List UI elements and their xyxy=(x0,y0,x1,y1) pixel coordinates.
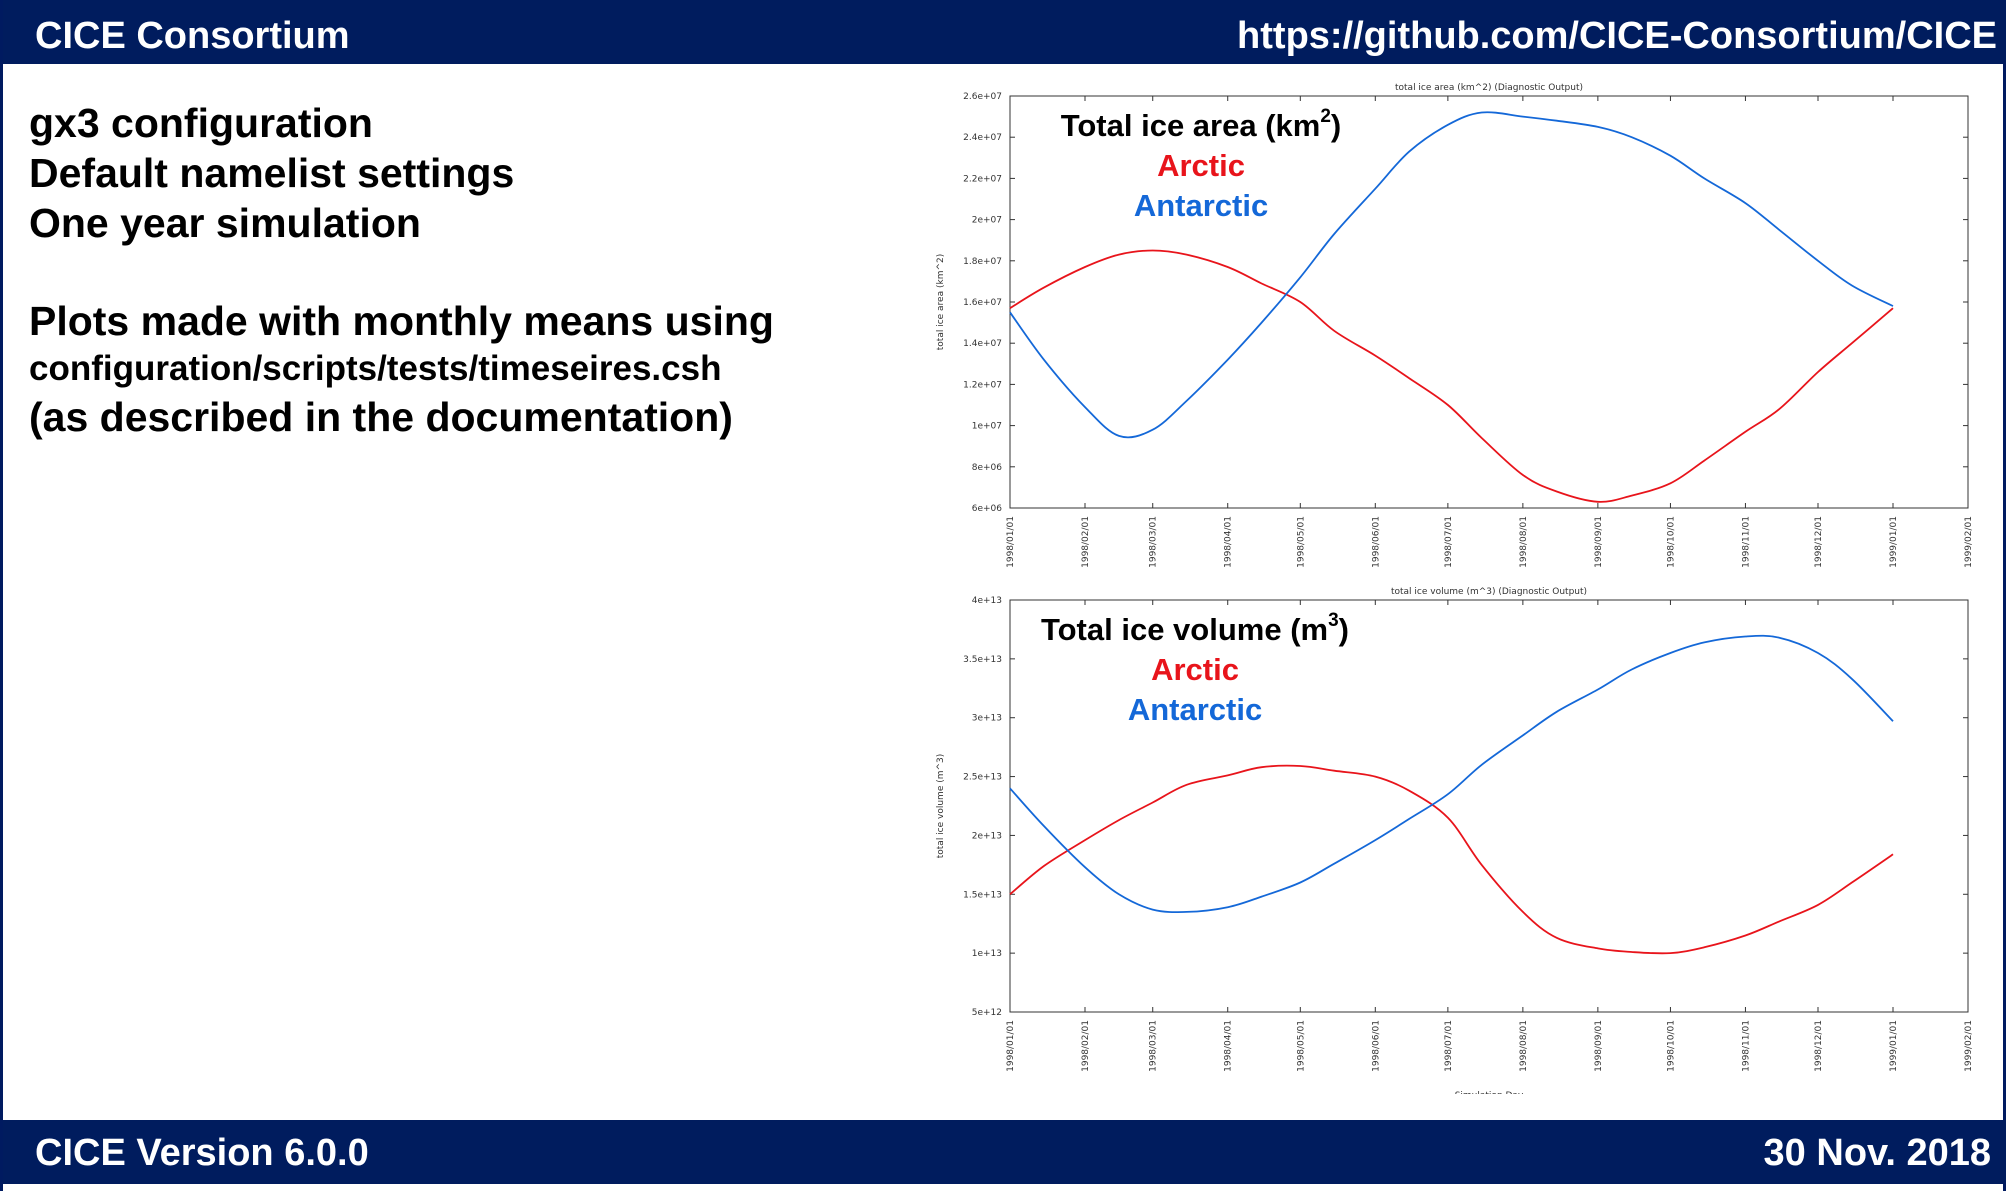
ice-volume-chart-svg: total ice volume (m^3) (Diagnostic Outpu… xyxy=(936,587,1973,1094)
area-chart-ytick-label: 1.8e+07 xyxy=(963,257,1002,267)
volume-chart-series-arctic-line xyxy=(1009,764,1894,955)
volume-chart-xtick-label: 1999/02/01 xyxy=(1964,1020,1973,1072)
volume-chart-xtick-label: 1998/05/01 xyxy=(1296,1020,1306,1072)
volume-legend-overlay: Total ice volume (m3) Arctic Antarctic xyxy=(1025,610,1365,728)
volume-overlay-title-sup: 3 xyxy=(1328,610,1339,631)
area-overlay-title-text: Total ice area (km xyxy=(1060,108,1321,143)
area-chart-xtick-label: 1998/03/01 xyxy=(1149,516,1159,567)
area-chart-ylabel: total ice area (km^2) xyxy=(936,254,946,351)
area-chart-xtick-label: 1998/07/01 xyxy=(1444,516,1454,567)
volume-chart-xtick-label: 1998/10/01 xyxy=(1666,1020,1676,1072)
area-chart-xtick-label: 1999/02/01 xyxy=(1964,516,1973,567)
area-chart-series-antarctic-line xyxy=(1009,111,1894,439)
area-chart-xtick-label: 1998/11/01 xyxy=(1741,516,1751,567)
volume-chart-xtick-label: 1999/01/01 xyxy=(1889,1020,1899,1072)
area-chart-xtick-label: 1998/05/01 xyxy=(1296,516,1306,567)
volume-chart-frame xyxy=(1009,599,1969,1013)
area-chart-ytick-label: 1e+07 xyxy=(972,422,1002,432)
volume-chart-ytick-label: 3e+13 xyxy=(972,714,1002,724)
volume-chart-ytick-label: 5e+12 xyxy=(972,1008,1002,1018)
volume-chart-xtick-label: 1998/04/01 xyxy=(1224,1020,1234,1072)
text-line-simulation: One year simulation xyxy=(29,200,421,246)
text-line-namelist: Default namelist settings xyxy=(29,150,515,196)
header-title: CICE Consortium xyxy=(35,15,350,57)
header-url[interactable]: https://github.com/CICE-Consortium/CICE xyxy=(1237,15,1997,57)
volume-chart-xtick-label: 1998/11/01 xyxy=(1741,1020,1751,1072)
area-chart-xtick-label: 1998/08/01 xyxy=(1519,516,1529,567)
volume-chart-xtick-label: 1998/07/01 xyxy=(1444,1020,1454,1072)
description-text: gx3 configuration Default namelist setti… xyxy=(29,98,774,442)
area-chart-xtick-label: 1998/02/01 xyxy=(1081,516,1091,567)
text-line-plots: Plots made with monthly means using xyxy=(29,298,774,344)
volume-overlay-arctic: Arctic xyxy=(1151,652,1239,687)
area-chart-xtick-label: 1998/04/01 xyxy=(1224,516,1234,567)
volume-overlay-title-text: Total ice volume (m xyxy=(1040,612,1329,647)
volume-chart-series-antarctic-line xyxy=(1009,634,1894,914)
area-chart-xtick-label: 1998/06/01 xyxy=(1371,516,1381,567)
footer-bar: CICE Version 6.0.0 30 Nov. 2018 xyxy=(3,1120,2006,1184)
area-chart-ytick-label: 1.6e+07 xyxy=(963,298,1002,308)
area-chart-ytick-label: 1.2e+07 xyxy=(963,380,1002,390)
volume-chart-xtick-label: 1998/01/01 xyxy=(1006,1020,1016,1072)
volume-chart-title: total ice volume (m^3) (Diagnostic Outpu… xyxy=(1391,587,1587,597)
area-overlay-title-sup: 2 xyxy=(1320,106,1331,127)
area-legend-overlay: Total ice area (km2) Arctic Antarctic xyxy=(1041,106,1361,224)
area-overlay-title: Total ice area (km2) xyxy=(1060,106,1342,143)
area-overlay-arctic: Arctic xyxy=(1157,148,1245,183)
volume-chart-xtick-label: 1998/08/01 xyxy=(1519,1020,1529,1072)
area-chart-ytick-label: 2e+07 xyxy=(972,216,1002,226)
footer-version: CICE Version 6.0.0 xyxy=(35,1132,369,1174)
area-chart-title: total ice area (km^2) (Diagnostic Output… xyxy=(1395,83,1583,93)
footer-date: 30 Nov. 2018 xyxy=(1763,1132,1991,1174)
area-chart-xtick-label: 1998/01/01 xyxy=(1006,516,1016,567)
volume-chart-xtick-label: 1998/12/01 xyxy=(1814,1020,1824,1072)
volume-chart-ytick-label: 2.5e+13 xyxy=(963,773,1002,783)
area-chart-xtick-label: 1998/12/01 xyxy=(1814,516,1824,567)
area-chart-ytick-label: 2.4e+07 xyxy=(963,133,1002,143)
text-line-config: gx3 configuration xyxy=(29,100,373,146)
text-line-docs: (as described in the documentation) xyxy=(29,394,733,440)
volume-chart-ylabel: total ice volume (m^3) xyxy=(936,754,946,859)
volume-chart-ytick-label: 3.5e+13 xyxy=(963,655,1002,665)
volume-chart-ytick-label: 2e+13 xyxy=(972,831,1002,841)
volume-chart-ytick-label: 1.5e+13 xyxy=(963,890,1002,900)
area-chart-ytick-label: 6e+06 xyxy=(972,504,1003,514)
text-line-script: configuration/scripts/tests/timeseires.c… xyxy=(29,349,722,388)
volume-chart-xtick-label: 1998/02/01 xyxy=(1081,1020,1091,1072)
area-chart-xtick-label: 1998/10/01 xyxy=(1666,516,1676,567)
volume-chart-xtick-label: 1998/06/01 xyxy=(1371,1020,1381,1072)
area-chart-ytick-label: 8e+06 xyxy=(972,463,1003,473)
ice-area-chart-svg: total ice area (km^2) (Diagnostic Output… xyxy=(936,83,1973,567)
volume-chart-ytick-label: 4e+13 xyxy=(972,596,1002,606)
volume-chart-ytick-label: 1e+13 xyxy=(972,949,1002,959)
area-overlay-antarctic: Antarctic xyxy=(1133,188,1269,223)
area-chart-ytick-label: 1.4e+07 xyxy=(963,339,1002,349)
area-chart-series-arctic-line xyxy=(1009,249,1894,503)
area-chart-ytick-label: 2.6e+07 xyxy=(963,92,1002,102)
area-chart-ytick-label: 2.2e+07 xyxy=(963,174,1002,184)
area-chart-xtick-label: 1999/01/01 xyxy=(1889,516,1899,567)
ice-volume-chart: total ice volume (m^3) (Diagnostic Outpu… xyxy=(933,574,1973,1094)
volume-overlay-title: Total ice volume (m3) xyxy=(1040,610,1349,647)
header-bar: CICE Consortium https://github.com/CICE-… xyxy=(3,0,2006,64)
volume-chart-xtick-label: 1998/09/01 xyxy=(1594,1020,1604,1072)
area-chart-xtick-label: 1998/09/01 xyxy=(1594,516,1604,567)
volume-overlay-antarctic: Antarctic xyxy=(1127,692,1263,727)
ice-area-chart: total ice area (km^2) (Diagnostic Output… xyxy=(933,72,1973,567)
volume-chart-xtick-label: 1998/03/01 xyxy=(1149,1020,1159,1072)
volume-chart-xlabel: Simulation Day xyxy=(1455,1091,1524,1094)
